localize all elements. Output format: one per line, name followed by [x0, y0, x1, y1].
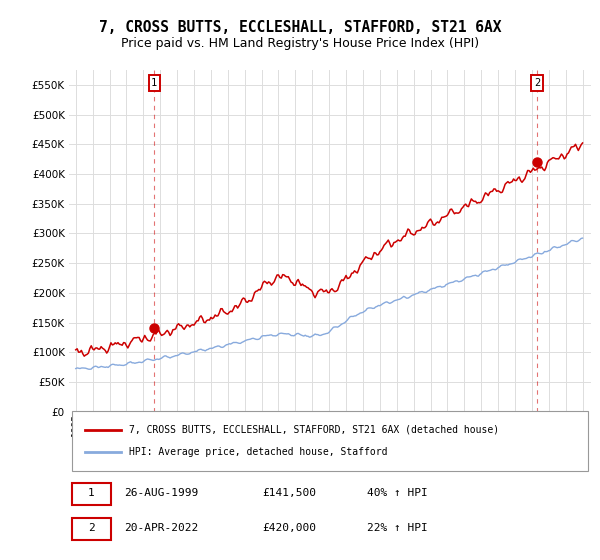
Text: 1: 1	[151, 78, 157, 88]
Text: 20-APR-2022: 20-APR-2022	[124, 523, 198, 533]
FancyBboxPatch shape	[71, 518, 111, 540]
FancyBboxPatch shape	[71, 483, 111, 505]
Text: 22% ↑ HPI: 22% ↑ HPI	[367, 523, 427, 533]
Text: 40% ↑ HPI: 40% ↑ HPI	[367, 488, 427, 498]
Text: 7, CROSS BUTTS, ECCLESHALL, STAFFORD, ST21 6AX (detached house): 7, CROSS BUTTS, ECCLESHALL, STAFFORD, ST…	[129, 425, 499, 435]
Text: Price paid vs. HM Land Registry's House Price Index (HPI): Price paid vs. HM Land Registry's House …	[121, 37, 479, 50]
Text: £141,500: £141,500	[262, 488, 316, 498]
Text: HPI: Average price, detached house, Stafford: HPI: Average price, detached house, Staf…	[129, 447, 388, 458]
Text: £420,000: £420,000	[262, 523, 316, 533]
Text: 26-AUG-1999: 26-AUG-1999	[124, 488, 198, 498]
Text: 2: 2	[88, 523, 95, 533]
Text: 2: 2	[534, 78, 540, 88]
Text: 7, CROSS BUTTS, ECCLESHALL, STAFFORD, ST21 6AX: 7, CROSS BUTTS, ECCLESHALL, STAFFORD, ST…	[99, 20, 501, 35]
FancyBboxPatch shape	[71, 411, 589, 470]
Text: 1: 1	[88, 488, 95, 498]
